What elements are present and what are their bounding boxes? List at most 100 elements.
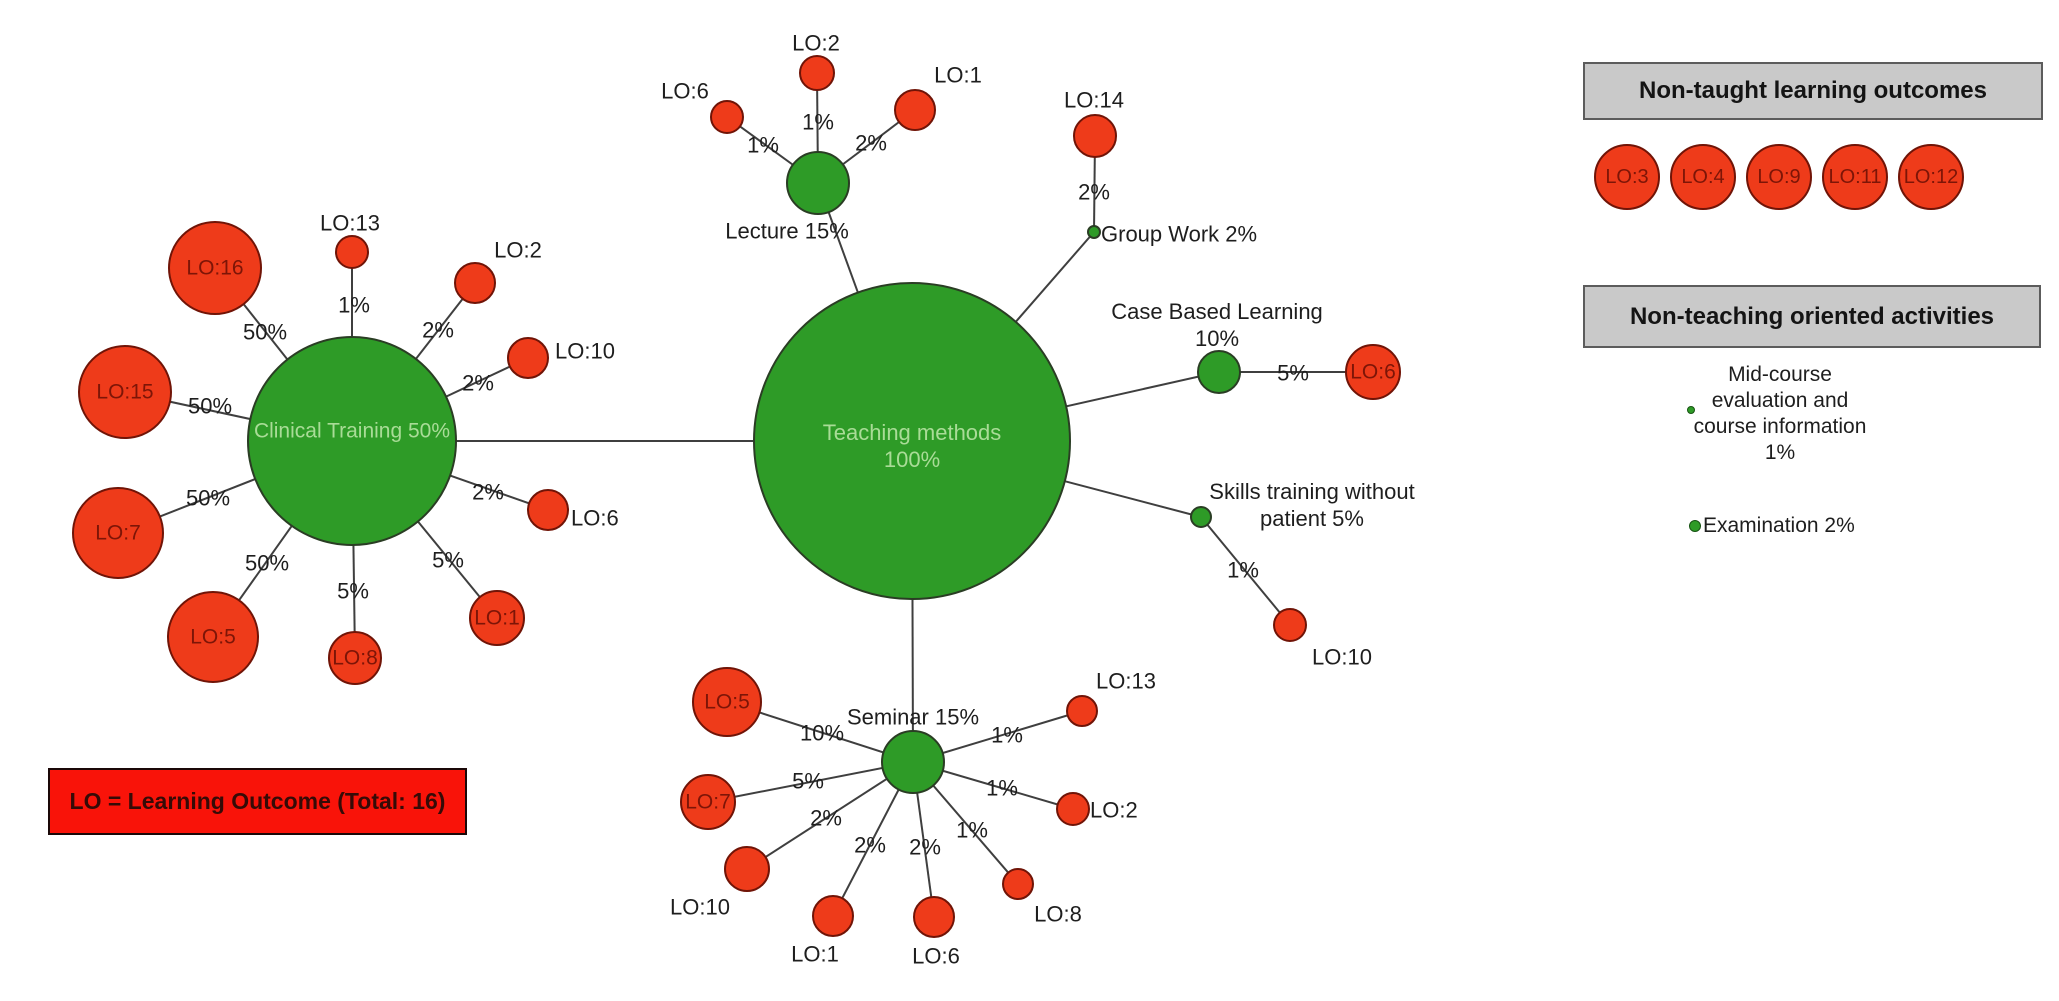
edge-skills-training-without-patient--lo-10 xyxy=(1200,516,1291,626)
legend-outcome-lo9: LO:9 xyxy=(1746,144,1812,210)
label-seminar: Seminar 15% xyxy=(847,705,979,730)
label-lecture-lo-2: LO:2 xyxy=(792,31,840,56)
label-clinical-training-lo-6: LO:6 xyxy=(571,506,619,531)
label-case-based-learning: Case Based Learning xyxy=(1111,299,1323,324)
label-teaching-methods: 100% xyxy=(884,447,940,472)
node-teaching-methods xyxy=(753,282,1071,600)
pct-seminar-lo-13: 1% xyxy=(991,723,1023,748)
label-seminar-lo-10: LO:10 xyxy=(670,895,730,920)
node-lecture-lo-6 xyxy=(710,100,744,134)
node-clinical-training-lo-7 xyxy=(72,487,164,579)
pct-lecture-lo-1: 2% xyxy=(855,131,887,156)
label-clinical-training-lo-7: LO:7 xyxy=(95,522,141,545)
node-clinical-training-lo-1 xyxy=(469,590,525,646)
node-clinical-training-lo-2 xyxy=(454,262,496,304)
pct-lecture-lo-2: 1% xyxy=(802,110,834,135)
label-clinical-training-lo-10: LO:10 xyxy=(555,339,615,364)
non-teaching-panel-title: Non-teaching oriented activities xyxy=(1583,285,2041,348)
label-clinical-training-lo-1: LO:1 xyxy=(474,607,520,630)
pct-group-work-lo-14: 2% xyxy=(1078,180,1110,205)
label-group-work-lo-14: LO:14 xyxy=(1064,88,1124,113)
pct-clinical-training-lo-16: 50% xyxy=(243,320,287,345)
label-seminar-lo-2: LO:2 xyxy=(1090,798,1138,823)
node-skills-training-without-patient-lo-10 xyxy=(1273,608,1307,642)
pct-seminar-lo-8: 1% xyxy=(956,818,988,843)
node-clinical-training-lo-16 xyxy=(168,221,262,315)
label-case-based-learning: 10% xyxy=(1195,326,1239,351)
pct-clinical-training-lo-15: 50% xyxy=(188,394,232,419)
label-seminar-lo-8: LO:8 xyxy=(1034,902,1082,927)
label-clinical-training-lo-13: LO:13 xyxy=(320,211,380,236)
label-clinical-training-lo-8: LO:8 xyxy=(332,647,378,670)
node-lecture xyxy=(786,151,850,215)
edge-seminar--lo-7 xyxy=(707,761,914,803)
label-seminar-lo-13: LO:13 xyxy=(1096,669,1156,694)
node-seminar-lo-10 xyxy=(724,846,770,892)
label-clinical-training-lo-5: LO:5 xyxy=(190,626,236,649)
node-seminar-lo-13 xyxy=(1066,695,1098,727)
pct-skills-training-without-patient-lo-10: 1% xyxy=(1227,558,1259,583)
node-lecture-lo-2 xyxy=(799,55,835,91)
label-seminar-lo-7: LO:7 xyxy=(685,791,731,814)
node-seminar-lo-2 xyxy=(1056,792,1090,826)
label-group-work: Group Work 2% xyxy=(1101,222,1257,247)
label-skills-training-without-patient: patient 5% xyxy=(1260,506,1364,531)
mid-course-label: Mid-course evaluation and course informa… xyxy=(1693,363,1867,464)
node-seminar-lo-5 xyxy=(692,667,762,737)
node-seminar xyxy=(881,730,945,794)
pct-clinical-training-lo-2: 2% xyxy=(422,318,454,343)
node-seminar-lo-8 xyxy=(1002,868,1034,900)
node-clinical-training-lo-5 xyxy=(167,591,259,683)
node-lecture-lo-1 xyxy=(894,89,936,131)
pct-clinical-training-lo-7: 50% xyxy=(186,486,230,511)
pct-seminar-lo-6: 2% xyxy=(909,835,941,860)
node-clinical-training xyxy=(247,336,457,546)
legend-outcome-lo11: LO:11 xyxy=(1822,144,1888,210)
label-teaching-methods: Teaching methods xyxy=(823,420,1002,445)
pct-clinical-training-lo-5: 50% xyxy=(245,551,289,576)
node-group-work-lo-14 xyxy=(1073,114,1117,158)
label-skills-training-without-patient-lo-10: LO:10 xyxy=(1312,645,1372,670)
label-seminar-lo-5: LO:5 xyxy=(704,691,750,714)
node-skills-training-without-patient xyxy=(1190,506,1212,528)
label-lecture-lo-6: LO:6 xyxy=(661,79,709,104)
node-clinical-training-lo-8 xyxy=(328,631,382,685)
label-clinical-training-lo-16: LO:16 xyxy=(186,257,243,280)
label-clinical-training: Clinical Training 50% xyxy=(254,420,450,443)
label-lecture-lo-1: LO:1 xyxy=(934,63,982,88)
node-clinical-training-lo-6 xyxy=(527,489,569,531)
legend-outcome-lo3: LO:3 xyxy=(1594,144,1660,210)
node-seminar-lo-7 xyxy=(680,774,736,830)
node-seminar-lo-6 xyxy=(913,896,955,938)
label-clinical-training-lo-15: LO:15 xyxy=(96,381,153,404)
mid-course-dot-icon xyxy=(1687,406,1695,414)
pct-case-based-learning-lo-6: 5% xyxy=(1277,361,1309,386)
node-clinical-training-lo-10 xyxy=(507,337,549,379)
label-skills-training-without-patient: Skills training without xyxy=(1209,479,1414,504)
pct-clinical-training-lo-8: 5% xyxy=(337,579,369,604)
pct-clinical-training-lo-13: 1% xyxy=(338,293,370,318)
node-group-work xyxy=(1087,225,1101,239)
node-case-based-learning-lo-6 xyxy=(1345,344,1401,400)
non-taught-lo-row: LO:3 LO:4 LO:9 LO:11 LO:12 xyxy=(1594,144,1964,210)
label-clinical-training-lo-2: LO:2 xyxy=(494,238,542,263)
pct-clinical-training-lo-1: 5% xyxy=(432,548,464,573)
pct-clinical-training-lo-6: 2% xyxy=(472,480,504,505)
node-seminar-lo-1 xyxy=(812,895,854,937)
pct-seminar-lo-5: 10% xyxy=(800,721,844,746)
pct-seminar-lo-7: 5% xyxy=(792,769,824,794)
lo-abbreviation-note: LO = Learning Outcome (Total: 16) xyxy=(48,768,467,835)
label-lecture: Lecture 15% xyxy=(725,219,849,244)
pct-seminar-lo-10: 2% xyxy=(810,806,842,831)
legend-outcome-lo4: LO:4 xyxy=(1670,144,1736,210)
label-case-based-learning-lo-6: LO:6 xyxy=(1350,361,1396,384)
node-clinical-training-lo-15 xyxy=(78,345,172,439)
node-case-based-learning xyxy=(1197,350,1241,394)
node-clinical-training-lo-13 xyxy=(335,235,369,269)
pct-seminar-lo-2: 1% xyxy=(986,776,1018,801)
pct-clinical-training-lo-10: 2% xyxy=(462,371,494,396)
label-seminar-lo-1: LO:1 xyxy=(791,942,839,967)
pct-seminar-lo-1: 2% xyxy=(854,833,886,858)
